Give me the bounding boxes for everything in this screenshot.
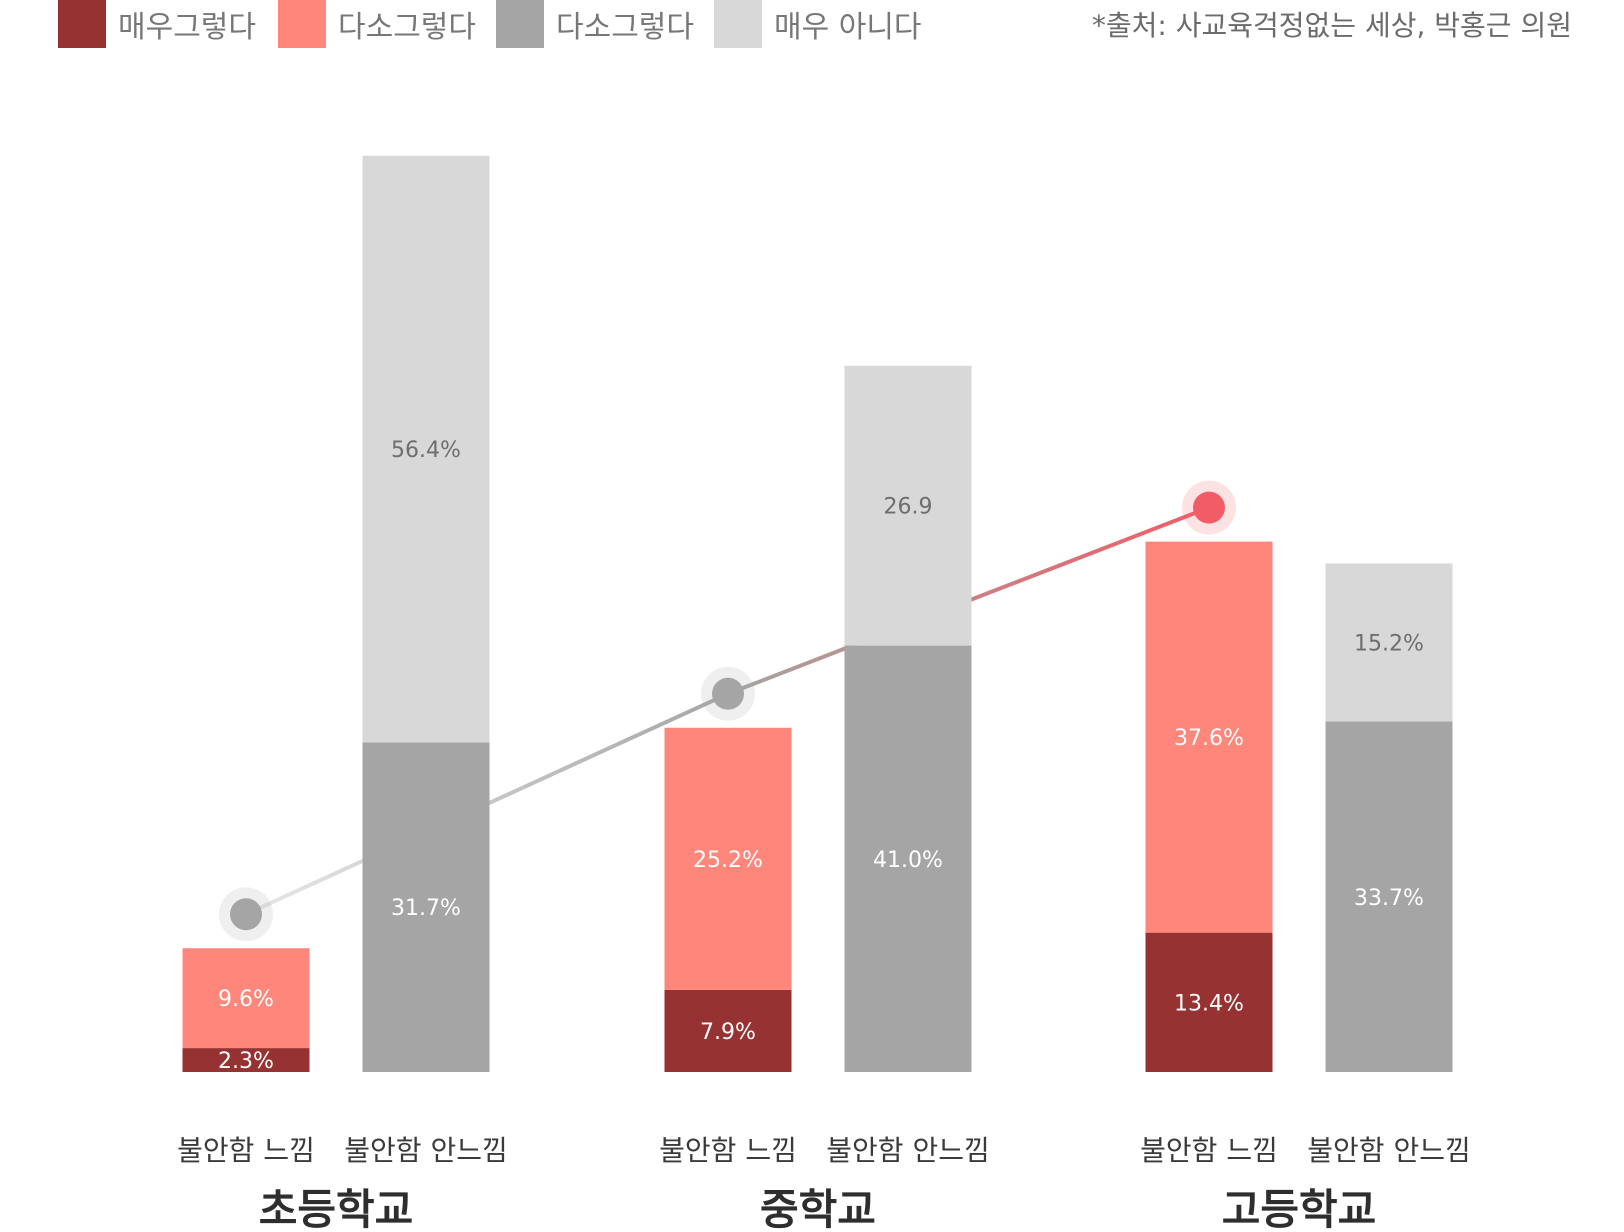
group-label-중학교: 중학교 xyxy=(760,1185,876,1232)
bar-segment-고등학교-불안함-느낌-2 xyxy=(1145,541,1273,933)
data-label-중학교-불안함-느낌-1: 7.9% xyxy=(700,1020,756,1045)
data-label-중학교-불안함-느낌-2: 25.2% xyxy=(693,848,763,873)
group-label-고등학교: 고등학교 xyxy=(1222,1185,1377,1232)
legend-item-very-yes: 매우그렇다 xyxy=(58,0,256,48)
legend-swatch-not-at-all xyxy=(714,0,762,48)
bar-segment-고등학교-불안함-느낌-1 xyxy=(1145,932,1273,1072)
trend-point-고등학교 xyxy=(1193,491,1225,524)
data-label-중학교-불안함-안느낌-1: 41.0% xyxy=(873,848,943,873)
bar-segment-고등학교-불안함-안느낌-1 xyxy=(1325,721,1453,1072)
legend-item-not-at-all: 매우 아니다 xyxy=(714,0,922,48)
legend-swatch-somewhat-grey xyxy=(496,0,544,48)
legend: 매우그렇다 다소그렇다 다소그렇다 매우 아니다 xyxy=(58,0,1578,48)
data-label-초등학교-불안함-안느낌-2: 56.4% xyxy=(391,438,461,463)
legend-item-somewhat-grey: 다소그렇다 xyxy=(496,0,694,48)
legend-swatch-somewhat-yes xyxy=(278,0,326,48)
data-label-고등학교-불안함-느낌-1: 13.4% xyxy=(1174,991,1244,1016)
category-label-고등학교-불안함-안느낌: 불안함 안느낌 xyxy=(1307,1134,1470,1167)
category-label-고등학교-불안함-느낌: 불안함 느낌 xyxy=(1140,1134,1278,1167)
data-label-초등학교-불안함-느낌-2: 9.6% xyxy=(218,987,274,1012)
data-label-초등학교-불안함-느낌-1: 2.3% xyxy=(218,1049,274,1074)
bar-segment-초등학교-불안함-느낌-1 xyxy=(182,1048,310,1072)
category-label-중학교-불안함-느낌: 불안함 느낌 xyxy=(659,1134,797,1167)
legend-label-very-yes: 매우그렇다 xyxy=(118,10,256,45)
trend-point-초등학교 xyxy=(230,898,262,931)
legend-swatch-very-yes xyxy=(58,0,106,48)
legend-label-somewhat-yes: 다소그렇다 xyxy=(338,10,476,45)
bar-segment-초등학교-불안함-안느낌-1 xyxy=(362,742,490,1072)
bar-segment-중학교-불안함-느낌-2 xyxy=(664,727,792,990)
data-label-고등학교-불안함-느낌-2: 37.6% xyxy=(1174,726,1244,751)
data-label-중학교-불안함-안느낌-2: 26.9 xyxy=(884,495,933,520)
category-label-초등학교-불안함-안느낌: 불안함 안느낌 xyxy=(344,1134,507,1167)
data-label-고등학교-불안함-안느낌-1: 33.7% xyxy=(1354,886,1424,911)
source-note: *출처: 사교육걱정없는 세상, 박홍근 의원 xyxy=(1091,9,1572,42)
group-label-초등학교: 초등학교 xyxy=(259,1185,414,1232)
category-label-초등학교-불안함-느낌: 불안함 느낌 xyxy=(177,1134,315,1167)
data-label-고등학교-불안함-안느낌-2: 15.2% xyxy=(1354,631,1424,656)
bar-segment-초등학교-불안함-느낌-2 xyxy=(182,948,310,1049)
legend-item-somewhat-yes: 다소그렇다 xyxy=(278,0,476,48)
trend-point-중학교 xyxy=(712,677,744,710)
legend-label-somewhat-grey: 다소그렇다 xyxy=(556,10,694,45)
legend-label-not-at-all: 매우 아니다 xyxy=(774,10,922,45)
data-label-초등학교-불안함-안느낌-1: 31.7% xyxy=(391,896,461,921)
bar-segment-초등학교-불안함-안느낌-2 xyxy=(362,155,490,743)
category-label-중학교-불안함-안느낌: 불안함 안느낌 xyxy=(826,1134,989,1167)
bar-segment-중학교-불안함-안느낌-1 xyxy=(844,645,972,1072)
bar-segment-중학교-불안함-느낌-1 xyxy=(664,989,792,1072)
bar-segment-중학교-불안함-안느낌-2 xyxy=(844,365,972,646)
bar-segment-고등학교-불안함-안느낌-2 xyxy=(1325,563,1453,722)
